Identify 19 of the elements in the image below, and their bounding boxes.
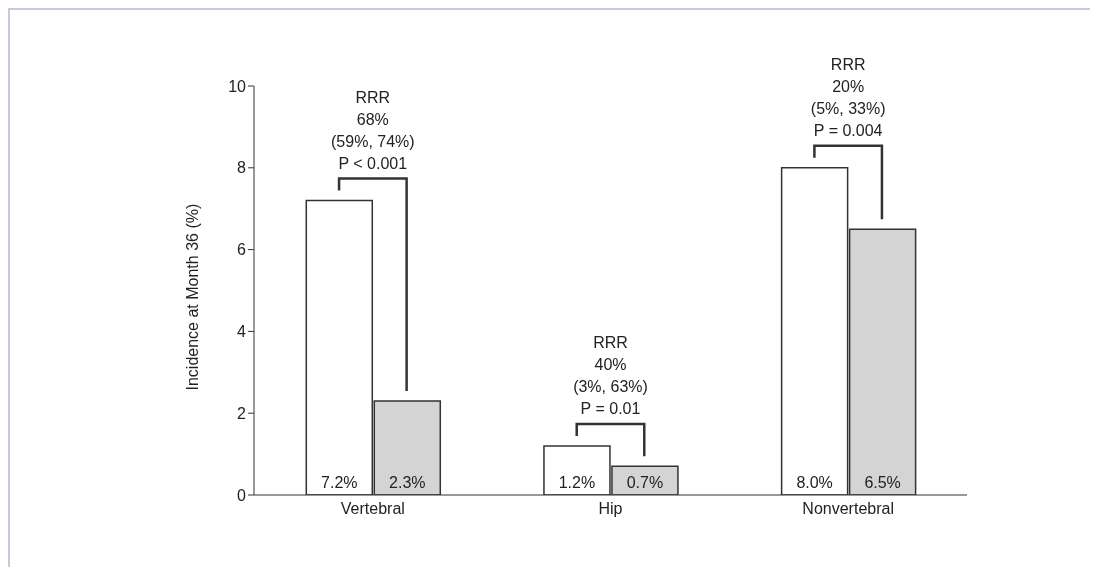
x-tick-label: Hip	[598, 500, 623, 518]
data-label: 7.2%	[321, 474, 358, 491]
data-label: 6.5%	[864, 474, 901, 491]
annotation: RRR 68% (59%, 74%) P < 0.001	[331, 88, 415, 172]
x-tick-label: Nonvertebral	[802, 500, 894, 518]
y-tick-label: 0	[237, 486, 247, 504]
y-tick-label: 8	[237, 159, 247, 177]
y-tick-label: 4	[237, 323, 247, 341]
y-tick-label: 10	[228, 77, 247, 95]
annotation: RRR 40% (3%, 63%) P = 0.01	[573, 333, 648, 417]
y-tick-label: 6	[237, 241, 247, 259]
x-tick-label: Vertebral	[340, 500, 405, 518]
data-label: 8.0%	[796, 474, 833, 491]
annotation: RRR 20% (5%, 33%) P = 0.004	[810, 55, 886, 139]
data-label: 1.2%	[558, 474, 596, 491]
data-label: 0.7%	[626, 474, 664, 491]
data-label: 2.3%	[389, 474, 426, 491]
y-axis-title: Incidence at Month 36 (%)	[183, 203, 201, 391]
y-tick-label: 2	[237, 404, 247, 422]
